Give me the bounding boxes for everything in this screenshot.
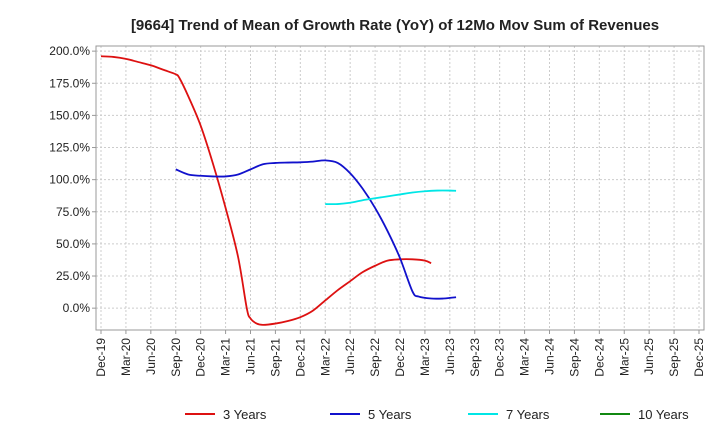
legend-label: 3 Years <box>223 407 267 422</box>
x-tick-label: Dec-24 <box>592 338 606 377</box>
series-line-3-years <box>100 55 432 326</box>
chart-title: [9664] Trend of Mean of Growth Rate (YoY… <box>131 17 659 34</box>
x-tick-label: Dec-23 <box>493 338 507 377</box>
x-tick-label: Mar-25 <box>617 338 631 376</box>
grid <box>96 46 704 330</box>
x-tick-label: Sep-23 <box>468 338 482 377</box>
series-line-5-years <box>175 159 457 300</box>
x-tick-label: Dec-19 <box>94 338 108 377</box>
legend-label: 5 Years <box>368 407 412 422</box>
x-tick-label: Dec-21 <box>293 338 307 377</box>
x-tick-label: Jun-23 <box>443 338 457 375</box>
x-tick-label: Jun-21 <box>244 338 258 375</box>
y-tick-label: 25.0% <box>56 269 90 283</box>
y-tick-label: 150.0% <box>49 108 90 122</box>
legend-label: 7 Years <box>506 407 550 422</box>
y-tick-label: 125.0% <box>49 141 90 155</box>
x-tick-label: Mar-20 <box>119 338 133 376</box>
x-tick-label: Dec-22 <box>393 338 407 377</box>
x-tick-label: Sep-20 <box>169 338 183 377</box>
legend: 3 Years 5 Years 7 Years 10 Years <box>185 407 689 422</box>
y-tick-label: 175.0% <box>49 76 90 90</box>
x-axis-ticks: Dec-19 Mar-20 Jun-20 Sep-20 Dec-20 Mar-21 Jun-… <box>94 330 706 377</box>
x-tick-label: Mar-21 <box>219 338 233 376</box>
y-tick-label: 75.0% <box>56 205 90 219</box>
plot-frame <box>95 45 705 331</box>
x-tick-label: Sep-25 <box>667 338 681 377</box>
y-tick-label: 50.0% <box>56 237 90 251</box>
x-tick-label: Dec-20 <box>194 338 208 377</box>
x-tick-label: Sep-22 <box>368 338 382 377</box>
x-tick-label: Sep-21 <box>268 338 282 377</box>
y-tick-label: 100.0% <box>49 173 90 187</box>
x-tick-label: Sep-24 <box>567 338 581 377</box>
y-axis-ticks: 200.0% 175.0% 150.0% 125.0% 100.0% 75.0% 50.0%… <box>49 44 96 315</box>
x-tick-label: Mar-23 <box>418 338 432 376</box>
y-tick-label: 200.0% <box>49 44 90 58</box>
y-tick-label: 0.0% <box>63 301 91 315</box>
x-tick-label: Dec-25 <box>692 338 706 377</box>
x-tick-label: Jun-24 <box>543 338 557 375</box>
x-tick-label: Jun-25 <box>642 338 656 375</box>
x-tick-label: Mar-22 <box>318 338 332 376</box>
series-lines <box>100 55 457 326</box>
legend-label: 10 Years <box>638 407 689 422</box>
x-tick-label: Jun-20 <box>144 338 158 375</box>
x-tick-label: Jun-22 <box>343 338 357 375</box>
x-tick-label: Mar-24 <box>518 338 532 376</box>
series-line-7-years <box>325 189 457 206</box>
